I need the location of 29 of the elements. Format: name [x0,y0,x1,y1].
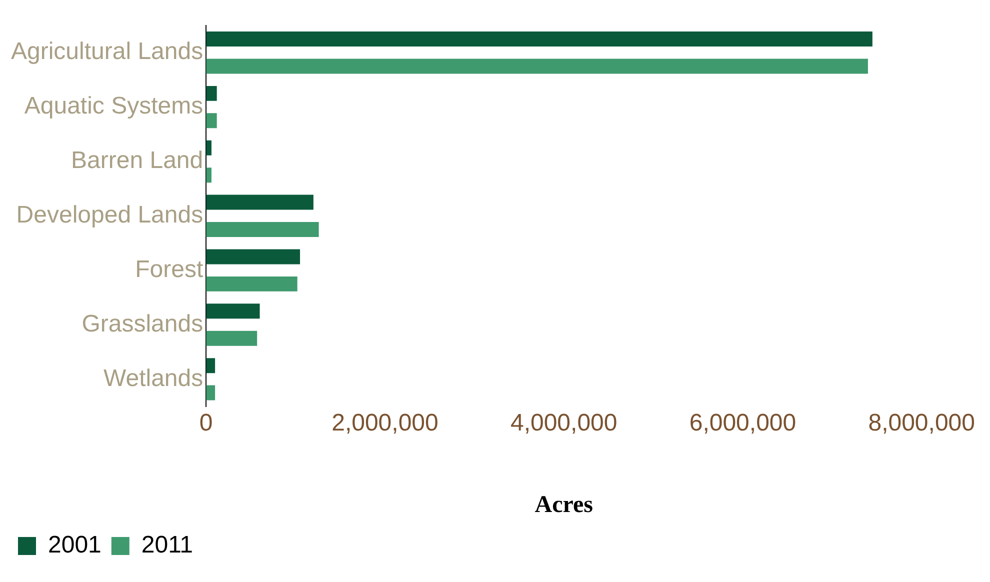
bar [206,32,872,46]
y-tick-label: Forest [135,256,204,283]
x-tick-label: 8,000,000 [868,409,976,436]
legend-label: 2001 [48,532,102,559]
bar [206,58,868,74]
bar [206,113,217,128]
bar [206,168,212,183]
bar [206,330,258,346]
y-tick-label: Barren Land [71,147,204,174]
y-tick-label: Grasslands [82,310,204,338]
bar [206,304,260,319]
bar [206,140,212,156]
x-axis-title: Acres [534,492,593,518]
legend-label: 2011 [141,532,193,559]
x-tick-label: 0 [199,409,213,436]
bar [206,194,314,210]
x-tick-label: 6,000,000 [689,409,796,436]
x-tick-label: 4,000,000 [510,409,618,436]
y-tick-label: Wetlands [103,364,204,392]
bar [206,276,298,292]
y-tick-label: Agricultural Lands [10,38,204,66]
bar [206,249,300,264]
bar [206,222,319,237]
y-tick-label: Aquatic Systems [24,92,204,120]
bar [206,385,216,400]
x-tick-label: 2,000,000 [332,409,438,436]
bar [206,358,216,374]
bar [206,86,217,101]
y-tick-label: Developed Lands [16,202,204,229]
